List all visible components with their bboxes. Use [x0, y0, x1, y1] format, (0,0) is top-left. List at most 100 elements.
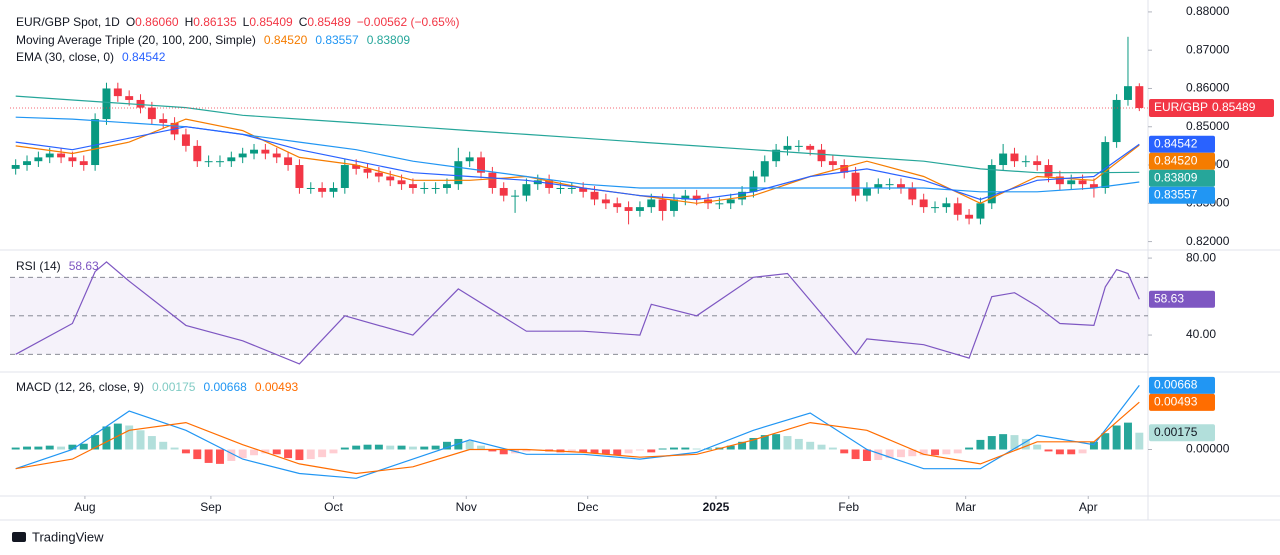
- histogram-bar: [692, 448, 701, 450]
- candle-body: [386, 176, 395, 181]
- candle-body: [284, 157, 293, 166]
- y-tick-label: 0.86000: [1186, 81, 1230, 95]
- histogram-bar: [68, 444, 77, 450]
- histogram-bar: [579, 449, 588, 453]
- y-tick-label: 0.82000: [1186, 234, 1230, 248]
- y-tick-label: 80.00: [1186, 250, 1216, 264]
- x-tick-label: Feb: [838, 500, 859, 514]
- candle-body: [193, 145, 202, 162]
- candle-body: [1021, 161, 1030, 163]
- histogram-bar: [613, 449, 622, 456]
- macd-legend: MACD (12, 26, close, 9) 0.00175 0.00668 0.0…: [16, 380, 299, 394]
- histogram-bar: [897, 449, 905, 458]
- histogram-bar: [261, 449, 270, 454]
- histogram-bar: [329, 449, 338, 454]
- line-series: [15, 261, 1140, 365]
- candle-body: [1078, 180, 1087, 185]
- legend-text: MACD (12, 26, close, 9): [16, 380, 144, 394]
- candle-body: [999, 153, 1008, 166]
- candle-body: [817, 149, 826, 162]
- candle-body: [738, 191, 747, 200]
- last-price-box: [1149, 99, 1274, 118]
- candle-body: [726, 199, 735, 204]
- line-series: [15, 126, 1140, 201]
- candle-body: [613, 203, 622, 208]
- candle-body: [477, 157, 485, 173]
- legend-value: 0.84542: [122, 50, 166, 64]
- value-box: [1149, 290, 1215, 308]
- y-tick-label: 0.88000: [1186, 4, 1230, 18]
- line-series: [15, 95, 1140, 174]
- histogram-bar: [102, 426, 111, 450]
- histogram-bar: [953, 449, 962, 454]
- histogram-bar: [45, 445, 54, 450]
- candle-body: [216, 161, 224, 163]
- histogram-bar: [420, 446, 429, 450]
- candle-body: [1101, 142, 1110, 188]
- histogram-bar: [931, 449, 939, 456]
- legend-value: 0.85409: [249, 15, 293, 29]
- rsi-legend: RSI (14) 58.63: [16, 259, 99, 273]
- candle-body: [204, 161, 213, 163]
- histogram-bar: [250, 449, 258, 456]
- candle-body: [931, 207, 939, 209]
- histogram-bar: [181, 449, 190, 454]
- histogram-bar: [306, 449, 315, 460]
- candle-body: [681, 195, 690, 200]
- legend-key: H: [185, 15, 194, 29]
- value-box: [1149, 424, 1215, 442]
- candle-body: [57, 153, 66, 158]
- legend-value: 0.86060: [135, 15, 179, 29]
- labels: 0.820000.830000.840000.850000.860000.870…: [74, 4, 1274, 514]
- candle-body: [874, 184, 883, 188]
- histogram-bar: [159, 441, 168, 450]
- histogram-bar: [465, 440, 474, 450]
- candle-body: [1135, 86, 1144, 109]
- legend-value: 0.00668: [203, 380, 247, 394]
- histogram-bar: [874, 449, 883, 461]
- histogram-bar: [942, 449, 951, 455]
- candle-body: [987, 165, 996, 204]
- histogram-bar: [363, 444, 372, 450]
- line-series: [15, 385, 1140, 479]
- pane-frames: [0, 0, 1280, 521]
- candle-body: [318, 187, 327, 192]
- candle-body: [545, 180, 554, 188]
- histogram-bar: [272, 449, 281, 455]
- histogram-bar: [862, 449, 871, 461]
- candle-body: [272, 153, 281, 158]
- histogram-bar: [624, 449, 633, 454]
- marks: [10, 36, 1148, 479]
- histogram-bar: [499, 449, 508, 455]
- candle-body: [499, 187, 508, 196]
- value-box-label: 0.84520: [1154, 153, 1198, 167]
- histogram-bar: [1033, 444, 1042, 450]
- candle-body: [806, 145, 815, 150]
- legend-value: 58.63: [69, 259, 99, 273]
- histogram-bar: [760, 435, 769, 450]
- histogram-bar: [125, 425, 134, 450]
- candle-body: [34, 157, 43, 162]
- histogram-bar: [567, 449, 576, 452]
- candle-body: [908, 187, 917, 200]
- legend-text: RSI (14): [16, 259, 61, 273]
- candle-body: [590, 191, 599, 200]
- x-tick-label: Sep: [200, 500, 222, 514]
- histogram-bar: [170, 447, 179, 450]
- candle-body: [79, 161, 88, 166]
- candle-body: [147, 107, 156, 120]
- value-box-label: 0.83809: [1154, 170, 1198, 184]
- candle-body: [102, 88, 111, 120]
- histogram-bar: [352, 445, 361, 450]
- legend-value: 0.00493: [255, 380, 299, 394]
- candle-body: [1089, 184, 1098, 188]
- candle-body: [408, 184, 417, 188]
- histogram-bar: [840, 449, 849, 454]
- candle-body: [601, 199, 610, 204]
- value-box-label: 58.63: [1154, 291, 1184, 305]
- histogram-bar: [885, 449, 894, 459]
- value-box: [1149, 152, 1215, 170]
- legend-value: 0.85489: [307, 15, 351, 29]
- histogram-bar: [397, 445, 406, 450]
- candle-body: [772, 149, 781, 162]
